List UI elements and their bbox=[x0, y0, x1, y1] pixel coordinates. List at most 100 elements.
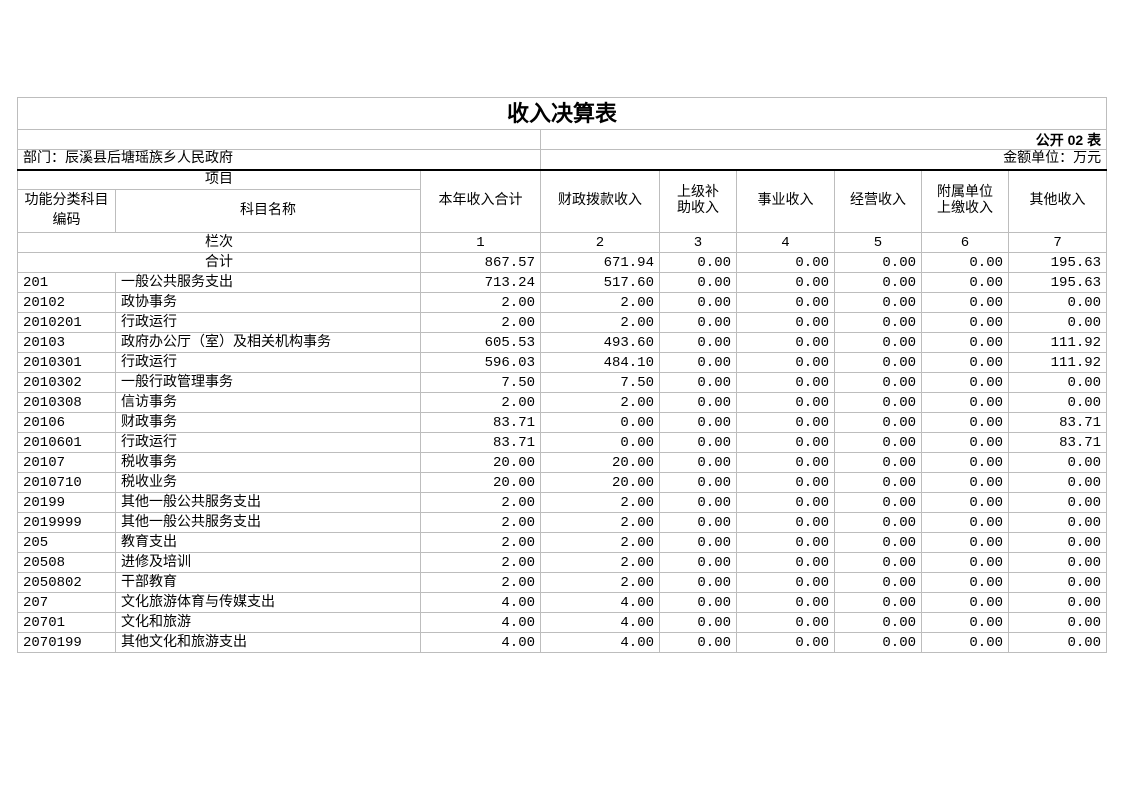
table-row: 205 教育支出 2.00 2.00 0.00 0.00 0.00 0.00 0.00 bbox=[17, 532, 1108, 553]
amount-cell: 2.00 bbox=[420, 512, 541, 533]
total-label: 合计 bbox=[17, 252, 421, 273]
amount-cell: 0.00 bbox=[736, 392, 835, 413]
amount-cell: 4.00 bbox=[540, 632, 660, 653]
amount-cell: 0.00 bbox=[834, 512, 922, 533]
amount-cell: 0.00 bbox=[834, 572, 922, 593]
amount-cell: 2.00 bbox=[420, 492, 541, 513]
amount-cell: 0.00 bbox=[736, 592, 835, 613]
total-value: 671.94 bbox=[540, 252, 660, 273]
amount-cell: 0.00 bbox=[834, 272, 922, 293]
subject-code: 2070199 bbox=[17, 632, 116, 653]
header-col-4: 事业收入 bbox=[736, 169, 835, 233]
amount-cell: 4.00 bbox=[540, 592, 660, 613]
subject-name: 税收业务 bbox=[115, 472, 421, 493]
amount-cell: 0.00 bbox=[921, 412, 1009, 433]
column-number: 2 bbox=[540, 232, 660, 253]
amount-cell: 0.00 bbox=[540, 432, 660, 453]
amount-cell: 0.00 bbox=[834, 612, 922, 633]
amount-cell: 0.00 bbox=[921, 632, 1009, 653]
subject-code: 2010302 bbox=[17, 372, 116, 393]
amount-cell: 0.00 bbox=[921, 612, 1009, 633]
amount-cell: 0.00 bbox=[834, 332, 922, 353]
total-value: 195.63 bbox=[1007, 252, 1108, 273]
blank-cell bbox=[17, 129, 541, 150]
column-number: 5 bbox=[834, 232, 922, 253]
subject-name: 政府办公厅（室）及相关机构事务 bbox=[115, 332, 421, 353]
amount-cell: 4.00 bbox=[420, 632, 541, 653]
amount-cell: 2.00 bbox=[540, 492, 660, 513]
table-row: 20107 税收事务 20.00 20.00 0.00 0.00 0.00 0.00 0.00 bbox=[17, 452, 1108, 473]
amount-cell: 0.00 bbox=[1007, 392, 1108, 413]
header-code: 功能分类科目编码 bbox=[17, 189, 116, 233]
amount-cell: 0.00 bbox=[834, 292, 922, 313]
subject-code: 20107 bbox=[17, 452, 116, 473]
subject-name: 其他文化和旅游支出 bbox=[115, 632, 421, 653]
amount-cell: 0.00 bbox=[1007, 552, 1108, 573]
subject-code: 20102 bbox=[17, 292, 116, 313]
subject-name: 进修及培训 bbox=[115, 552, 421, 573]
amount-cell: 0.00 bbox=[736, 492, 835, 513]
table-row: 201 一般公共服务支出 713.24 517.60 0.00 0.00 0.00 0.00 1… bbox=[17, 272, 1108, 293]
amount-cell: 0.00 bbox=[736, 532, 835, 553]
amount-cell: 0.00 bbox=[834, 312, 922, 333]
amount-cell: 4.00 bbox=[420, 592, 541, 613]
amount-cell: 0.00 bbox=[834, 632, 922, 653]
header-name: 科目名称 bbox=[115, 189, 421, 233]
total-value: 0.00 bbox=[921, 252, 1009, 273]
amount-cell: 0.00 bbox=[736, 412, 835, 433]
amount-cell: 0.00 bbox=[659, 372, 737, 393]
amount-cell: 0.00 bbox=[834, 452, 922, 473]
amount-cell: 0.00 bbox=[834, 432, 922, 453]
total-value: 0.00 bbox=[659, 252, 737, 273]
amount-cell: 0.00 bbox=[659, 412, 737, 433]
amount-cell: 0.00 bbox=[1007, 592, 1108, 613]
amount-cell: 2.00 bbox=[540, 292, 660, 313]
amount-cell: 0.00 bbox=[921, 392, 1009, 413]
amount-cell: 0.00 bbox=[736, 512, 835, 533]
column-number: 4 bbox=[736, 232, 835, 253]
subject-code: 2010710 bbox=[17, 472, 116, 493]
amount-cell: 2.00 bbox=[540, 532, 660, 553]
amount-cell: 2.00 bbox=[420, 532, 541, 553]
amount-cell: 0.00 bbox=[834, 472, 922, 493]
amount-cell: 0.00 bbox=[659, 512, 737, 533]
subject-code: 20106 bbox=[17, 412, 116, 433]
amount-cell: 605.53 bbox=[420, 332, 541, 353]
amount-cell: 484.10 bbox=[540, 352, 660, 373]
amount-cell: 111.92 bbox=[1007, 332, 1108, 353]
amount-cell: 2.00 bbox=[540, 512, 660, 533]
table-row: 2070199 其他文化和旅游支出 4.00 4.00 0.00 0.00 0.00 0.00… bbox=[17, 632, 1108, 653]
amount-cell: 0.00 bbox=[921, 312, 1009, 333]
subject-name: 政协事务 bbox=[115, 292, 421, 313]
column-number: 6 bbox=[921, 232, 1009, 253]
subject-code: 2050802 bbox=[17, 572, 116, 593]
table-row: 2010308 信访事务 2.00 2.00 0.00 0.00 0.00 0.00 0.00 bbox=[17, 392, 1108, 413]
amount-cell: 0.00 bbox=[659, 332, 737, 353]
amount-cell: 2.00 bbox=[420, 292, 541, 313]
amount-cell: 0.00 bbox=[659, 292, 737, 313]
column-number: 3 bbox=[659, 232, 737, 253]
subject-code: 20508 bbox=[17, 552, 116, 573]
amount-cell: 0.00 bbox=[834, 372, 922, 393]
subject-name: 教育支出 bbox=[115, 532, 421, 553]
subject-code: 2010301 bbox=[17, 352, 116, 373]
table-row: 20199 其他一般公共服务支出 2.00 2.00 0.00 0.00 0.00 0.00 0… bbox=[17, 492, 1108, 513]
amount-cell: 0.00 bbox=[659, 432, 737, 453]
form-number: 公开 02 表 bbox=[539, 129, 1108, 150]
header-col-5: 经营收入 bbox=[834, 169, 922, 233]
amount-cell: 0.00 bbox=[659, 312, 737, 333]
subject-code: 2019999 bbox=[17, 512, 116, 533]
amount-cell: 83.71 bbox=[420, 412, 541, 433]
amount-cell: 0.00 bbox=[1007, 472, 1108, 493]
subject-name: 一般行政管理事务 bbox=[115, 372, 421, 393]
amount-cell: 2.00 bbox=[420, 312, 541, 333]
amount-cell: 0.00 bbox=[921, 552, 1009, 573]
header-col-7: 其他收入 bbox=[1007, 169, 1108, 233]
amount-cell: 20.00 bbox=[420, 452, 541, 473]
amount-cell: 0.00 bbox=[834, 352, 922, 373]
amount-cell: 0.00 bbox=[659, 532, 737, 553]
subject-code: 20701 bbox=[17, 612, 116, 633]
amount-cell: 2.00 bbox=[420, 392, 541, 413]
amount-cell: 20.00 bbox=[420, 472, 541, 493]
amount-cell: 493.60 bbox=[540, 332, 660, 353]
